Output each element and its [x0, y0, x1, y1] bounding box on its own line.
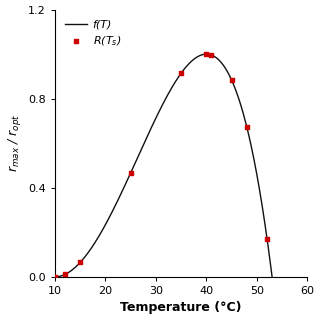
R(T$_s$): [128, 170, 133, 175]
Y-axis label: $r_{max}$ / $r_{opt}$: $r_{max}$ / $r_{opt}$: [5, 114, 22, 172]
f(T): [148, 127, 152, 131]
Legend: f(T), R(T$_s$): f(T), R(T$_s$): [60, 15, 126, 52]
Line: f(T): f(T): [55, 54, 272, 277]
R(T$_s$): [179, 71, 184, 76]
R(T$_s$): [209, 52, 214, 58]
R(T$_s$): [204, 52, 209, 57]
f(T): [141, 144, 145, 148]
R(T$_s$): [77, 260, 83, 265]
f(T): [202, 52, 206, 56]
R(T$_s$): [244, 124, 249, 130]
f(T): [222, 65, 226, 69]
R(T$_s$): [229, 78, 234, 83]
f(T): [270, 275, 274, 279]
f(T): [204, 52, 208, 56]
f(T): [53, 275, 57, 279]
R(T$_s$): [52, 274, 58, 279]
f(T): [75, 264, 79, 268]
f(T): [227, 72, 230, 76]
R(T$_s$): [264, 236, 269, 241]
R(T$_s$): [62, 272, 68, 277]
X-axis label: Temperature (°C): Temperature (°C): [120, 301, 242, 315]
